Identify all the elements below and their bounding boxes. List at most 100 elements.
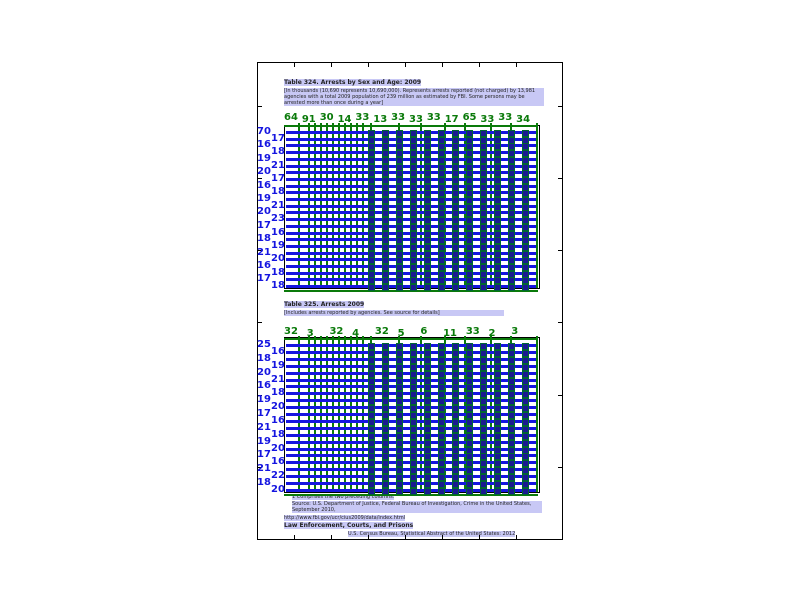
cell-marker [452, 412, 459, 419]
cell-marker [396, 481, 403, 488]
cell-marker [368, 197, 375, 204]
cell-marker [396, 156, 403, 164]
cell-marker [466, 418, 473, 426]
cell-marker [438, 284, 445, 292]
cell-marker [396, 163, 403, 171]
cell-marker [466, 439, 473, 447]
cell-marker [382, 377, 389, 385]
box-label: 3 [306, 328, 314, 339]
cell-marker [494, 453, 501, 461]
cell-marker [466, 453, 473, 461]
cell-marker [368, 150, 375, 158]
cell-marker [452, 446, 459, 454]
row-label: 16 [257, 380, 271, 392]
cell-marker [410, 398, 417, 406]
y-tick [258, 322, 262, 323]
box-label: 91 [301, 114, 316, 125]
cell-marker [466, 136, 473, 144]
cell-marker [508, 487, 515, 495]
box-label: 5 [397, 328, 405, 339]
cell-marker [382, 370, 389, 378]
cell-marker [438, 412, 445, 419]
cell-marker [438, 481, 445, 488]
row-label: 16 [257, 260, 271, 271]
cell-marker [466, 270, 473, 278]
cell-marker [438, 170, 445, 178]
cell-marker [368, 425, 375, 433]
cell-marker [522, 343, 529, 350]
cell-marker [382, 453, 389, 461]
cell-marker [466, 170, 473, 178]
cell-marker [494, 418, 501, 426]
cell-marker [424, 398, 431, 406]
cell-marker [424, 190, 431, 198]
cell-marker [452, 223, 459, 231]
cell-marker [382, 223, 389, 231]
cell-marker [508, 425, 515, 433]
cell-marker [410, 370, 417, 378]
cell-marker [480, 243, 487, 251]
cell-marker [466, 277, 473, 285]
cell-marker [494, 425, 501, 433]
cell-marker [438, 432, 445, 440]
cell-marker [466, 467, 473, 475]
cell-marker [508, 150, 515, 158]
row-label: 18 [271, 280, 285, 292]
cell-marker [466, 460, 473, 468]
cell-marker [508, 143, 515, 151]
cell-marker [508, 136, 515, 144]
cell-marker [466, 183, 473, 191]
cell-marker [494, 270, 501, 278]
cell-marker [438, 143, 445, 151]
cell-marker [452, 277, 459, 285]
cell-marker [508, 432, 515, 440]
cell-marker [438, 349, 445, 357]
cell-marker [410, 349, 417, 357]
cell-marker [396, 176, 403, 184]
cell-marker [480, 384, 487, 392]
cell-marker [522, 418, 529, 426]
cell-marker [452, 150, 459, 158]
cell-marker [452, 467, 459, 475]
cell-marker [396, 356, 403, 364]
cell-marker [438, 391, 445, 399]
cell-marker [452, 237, 459, 245]
cell-marker [522, 356, 529, 364]
cell-marker [382, 439, 389, 447]
cell-marker [452, 481, 459, 488]
cell-marker [410, 243, 417, 251]
cell-marker [508, 250, 515, 258]
y-tick [258, 395, 262, 396]
row-label: 18 [271, 146, 285, 158]
row-label: 16 [257, 179, 271, 191]
cell-marker [466, 130, 473, 137]
cell-marker [382, 264, 389, 271]
cell-marker [466, 237, 473, 245]
cell-marker [396, 223, 403, 231]
row-label: 19 [257, 394, 271, 406]
cell-marker [452, 210, 459, 218]
cell-marker [522, 349, 529, 357]
cell-marker [522, 136, 529, 144]
cell-marker [452, 203, 459, 211]
cell-marker [480, 217, 487, 225]
cell-marker [494, 398, 501, 406]
cell-marker [480, 363, 487, 371]
row-label: 17 [257, 449, 271, 461]
cell-marker [424, 467, 431, 475]
cell-marker [508, 176, 515, 184]
row-label: 16 [271, 414, 285, 426]
row-label: 20 [271, 401, 285, 413]
cell-marker [522, 197, 529, 204]
cell-marker [438, 453, 445, 461]
cell-marker [382, 257, 389, 265]
cell-marker [494, 183, 501, 191]
row-label: 16 [271, 345, 285, 357]
cell-marker [424, 460, 431, 468]
x-tick [516, 535, 517, 539]
cell-marker [480, 190, 487, 198]
cell-marker [466, 446, 473, 454]
cell-marker [382, 481, 389, 488]
cell-marker [480, 197, 487, 204]
cell-marker [424, 363, 431, 371]
